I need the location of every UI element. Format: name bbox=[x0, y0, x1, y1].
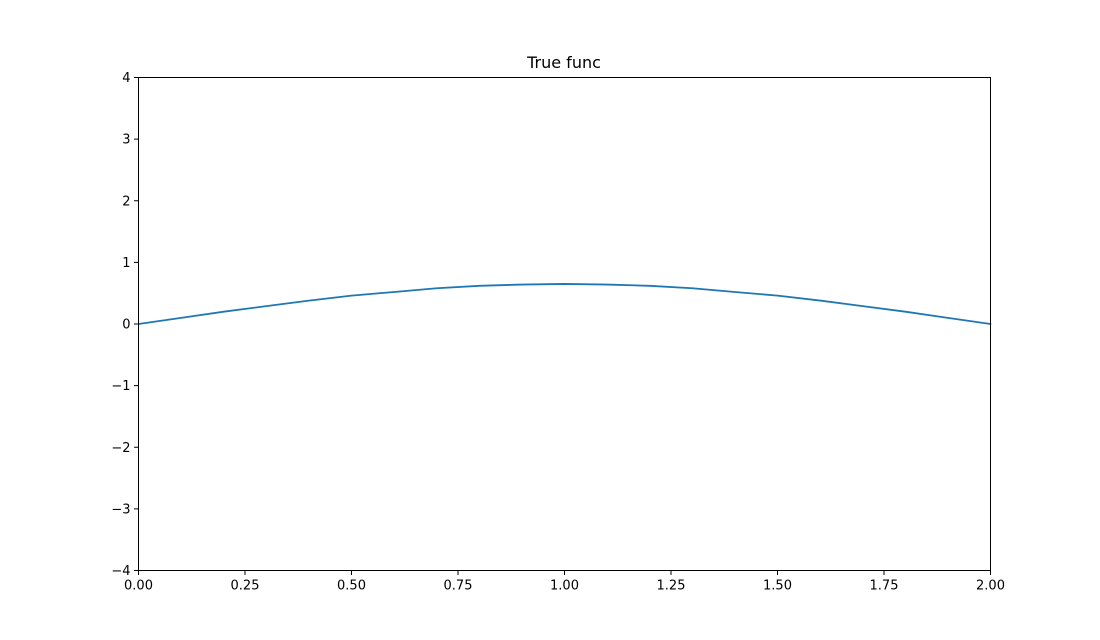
y-tick-label: −1 bbox=[111, 379, 130, 394]
series-line-0 bbox=[137, 283, 992, 325]
x-tick-label: 1.75 bbox=[870, 579, 899, 594]
y-tick-label: 0 bbox=[122, 318, 130, 333]
y-tick-label: −4 bbox=[111, 564, 130, 579]
x-tick-label: 1.50 bbox=[763, 579, 792, 594]
x-tick-label: 0.00 bbox=[124, 579, 153, 594]
y-tick-label: 1 bbox=[122, 256, 130, 271]
axes-frame bbox=[138, 77, 991, 571]
x-axis: 0.00 0.25 0.50 0.75 1.00 1.25 1.50 1.75 2.00 bbox=[124, 570, 1005, 594]
plot-area bbox=[137, 283, 992, 325]
x-tick-label: 0.75 bbox=[444, 579, 473, 594]
x-tick-label: 1.25 bbox=[657, 579, 686, 594]
y-tick-label: −2 bbox=[111, 441, 130, 456]
y-tick-label: 3 bbox=[122, 133, 130, 148]
y-tick-label: 2 bbox=[122, 194, 130, 209]
y-axis: −4 −3 −2 −1 0 1 2 3 4 bbox=[111, 71, 139, 579]
chart-title: True func bbox=[526, 53, 601, 72]
x-tick-label: 0.50 bbox=[337, 579, 366, 594]
x-tick-label: 0.25 bbox=[231, 579, 260, 594]
y-tick-label: 4 bbox=[122, 71, 130, 86]
x-tick-label: 2.00 bbox=[976, 579, 1005, 594]
y-tick-label: −3 bbox=[111, 502, 130, 517]
x-tick-label: 1.00 bbox=[550, 579, 579, 594]
